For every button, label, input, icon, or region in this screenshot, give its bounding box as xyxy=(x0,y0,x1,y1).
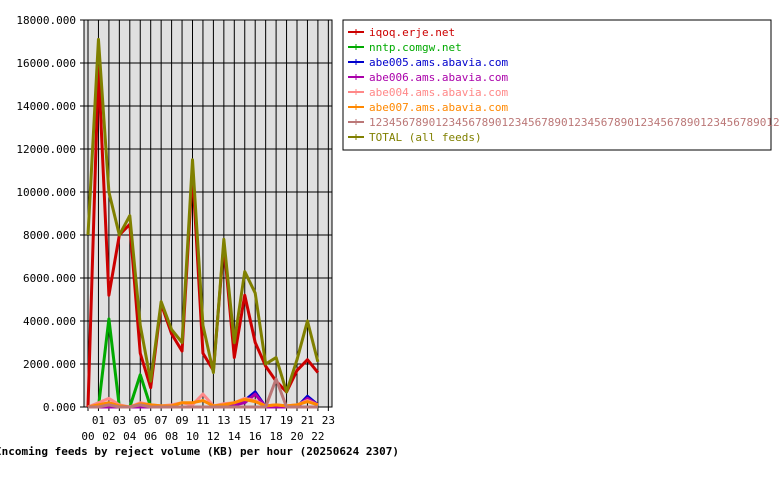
y-tick-label: 8000.000 xyxy=(23,229,76,242)
series-line-6 xyxy=(88,377,318,409)
legend-label: abe007.ams.abavia.com xyxy=(369,101,508,114)
legend-label: abe006.ams.abavia.com xyxy=(369,71,508,84)
y-tick-label: 18000.000 xyxy=(16,14,76,27)
y-tick-label: 10000.000 xyxy=(16,186,76,199)
x-tick-label: 00 xyxy=(81,430,94,443)
legend-label: iqoq.erje.net xyxy=(369,26,455,39)
x-tick-label: 01 xyxy=(92,414,105,427)
x-tick-label: 02 xyxy=(102,430,115,443)
x-tick-label: 16 xyxy=(249,430,262,443)
legend-label: nntp.comgw.net xyxy=(369,41,462,54)
y-tick-label: 14000.000 xyxy=(16,100,76,113)
y-tick-label: 0.000 xyxy=(43,401,76,414)
x-tick-label: 15 xyxy=(238,414,251,427)
x-axis: 00 01 02 03 04 05 06 07 08 09 10 11 12 13 14 15 16 17 18 19… xyxy=(81,407,335,443)
y-axis: 0.000 2000.000 4000.000 6000.000 8000.000 100… xyxy=(16,14,84,414)
x-tick-label: 10 xyxy=(186,430,199,443)
x-tick-label: 20 xyxy=(290,430,303,443)
x-tick-label: 05 xyxy=(134,414,147,427)
x-tick-label: 06 xyxy=(144,430,157,443)
x-tick-label: 11 xyxy=(196,414,209,427)
x-tick-label: 12 xyxy=(207,430,220,443)
legend: iqoq.erje.net nntp.comgw.net abe005.ams.ab… xyxy=(342,19,780,151)
legend-label: 1234567890123456789012345678901234567890… xyxy=(369,116,780,129)
legend-label: abe004.ams.abavia.com xyxy=(369,86,508,99)
legend-label: TOTAL (all feeds) xyxy=(369,131,482,144)
y-tick-label: 16000.000 xyxy=(16,57,76,70)
y-tick-label: 6000.000 xyxy=(23,272,76,285)
x-tick-label: 22 xyxy=(311,430,324,443)
x-tick-label: 04 xyxy=(123,430,137,443)
x-tick-label: 03 xyxy=(113,414,126,427)
y-tick-label: 12000.000 xyxy=(16,143,76,156)
x-tick-label: 19 xyxy=(280,414,293,427)
x-tick-label: 18 xyxy=(269,430,282,443)
x-tick-label: 08 xyxy=(165,430,178,443)
legend-label: abe005.ams.abavia.com xyxy=(369,56,508,69)
y-tick-label: 4000.000 xyxy=(23,315,76,328)
x-tick-label: 09 xyxy=(175,414,188,427)
series-lines xyxy=(86,37,320,409)
legend-box xyxy=(342,19,772,151)
x-tick-label: 21 xyxy=(301,414,314,427)
series-line-7 xyxy=(86,37,320,394)
x-tick-label: 23 xyxy=(322,414,335,427)
x-tick-label: 17 xyxy=(259,414,272,427)
y-tick-label: 2000.000 xyxy=(23,358,76,371)
x-tick-label: 07 xyxy=(155,414,168,427)
x-tick-label: 14 xyxy=(228,430,242,443)
x-tick-label: 13 xyxy=(217,414,230,427)
chart-title: Incoming feeds by reject volume (KB) per… xyxy=(0,445,399,458)
